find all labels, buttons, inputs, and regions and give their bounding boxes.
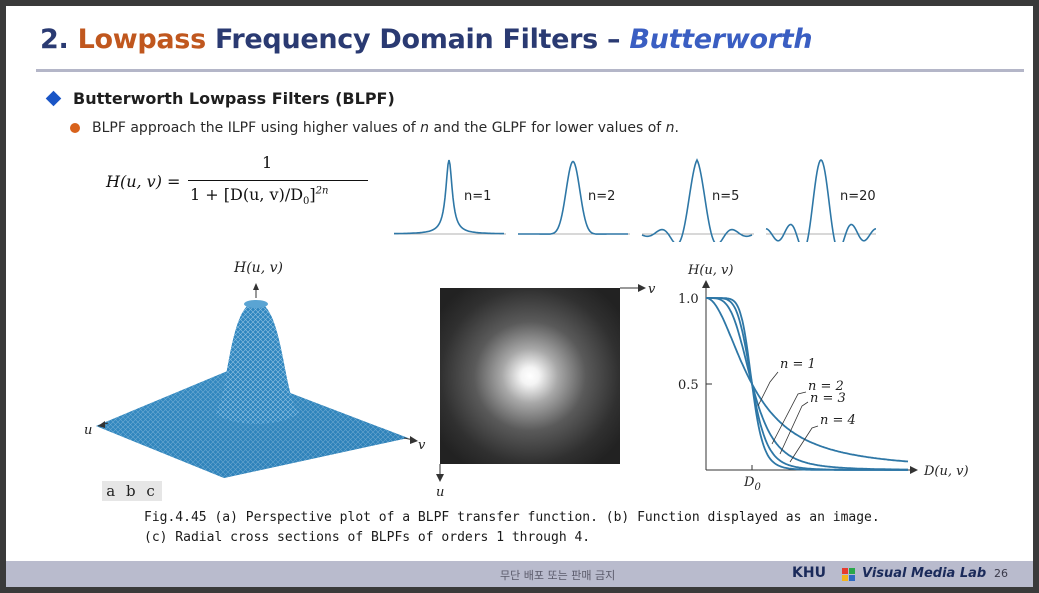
footer-bar: 무단 배포 또는 판매 금지 KHU Visual Media Lab 26 [6,561,1033,587]
curve-n=1 [705,297,909,463]
diamond-bullet-icon [45,90,62,107]
curve-label-n1: n = 1 [780,357,816,372]
formula-denominator: 1 + [D(u, v)/D0]2n [190,185,329,208]
profile-n5: n=5 [641,158,754,242]
slide-title: 2. Lowpass Frequency Domain Filters – Bu… [40,24,813,55]
bullet-2-text: BLPF approach the ILPF using higher valu… [92,120,679,136]
bullet-level-1: Butterworth Lowpass Filters (BLPF) [45,89,395,108]
bullet-1-text: Butterworth Lowpass Filters (BLPF) [73,89,395,108]
profile-plots: n=1 n=2 n=5 n=20 [394,158,876,242]
page-number: 26 [994,567,1008,580]
caption-line-2: (c) Radial cross sections of BLPFs of or… [144,530,591,545]
filter-image [440,288,620,464]
curve-label-n4: n = 4 [820,413,856,428]
profile-n2: n=2 [518,160,630,235]
axis-v-label: v [418,438,426,453]
title-highlight: Lowpass [77,24,207,55]
copyright-notice: 무단 배포 또는 판매 금지 [500,569,616,582]
khu-logo: KHU [792,565,826,581]
formula-lhs: H(u, v) = [106,172,181,191]
title-main: Frequency Domain Filters – [214,24,621,55]
title-italic: Butterworth [629,24,813,55]
figure-b-image: v u [436,282,656,498]
lab-name: Visual Media Lab [862,566,987,581]
profile-label: n=2 [588,189,615,204]
curve-label-n3: n = 3 [810,391,846,406]
blpf-formula: H(u, v) = 1 1 + [D(u, v)/D0]2n [106,153,368,215]
title-divider [36,69,1024,72]
curve-n=2 [706,297,908,471]
curve-label-n2: n = 2 [808,379,844,394]
x-tick-d0: D0 [743,475,761,493]
x-axis-label: D(u, v) [923,464,969,479]
profile-label: n=5 [712,189,739,204]
curve-n=4 [706,297,908,471]
axis-h-label: H(u, v) [233,260,283,276]
figure-letters: a b c [102,481,162,501]
bullet-level-2: BLPF approach the ILPF using higher valu… [70,120,679,136]
axis-u-label: u [84,423,92,438]
visual-media-lab-logo-icon [842,568,855,581]
fraction-bar [188,180,368,181]
slide: 2. Lowpass Frequency Domain Filters – Bu… [6,6,1033,587]
dot-bullet-icon [70,123,80,133]
axis-h-label: H(u, v) [687,263,733,278]
profile-label: n=20 [840,189,876,204]
formula-numerator: 1 [262,153,273,172]
y-tick-1: 1.0 [678,292,699,307]
profile-n20: n=20 [765,158,876,242]
y-tick-05: 0.5 [678,378,699,393]
figure-caption: Fig.4.45 (a) Perspective plot of a BLPF … [144,508,880,548]
profile-n1: n=1 [394,159,506,235]
figure-c-cross-sections: H(u, v) 1.0 0.5 D0 D(u, v) n = 1 n = 2 n… [678,263,969,493]
axis-v-label: v [648,282,656,297]
profile-label: n=1 [464,189,491,204]
figure-a-perspective-plot: H(u, v) u v [84,260,426,478]
caption-line-1: Fig.4.45 (a) Perspective plot of a BLPF … [144,510,880,525]
curve-labels: n = 1 n = 2 n = 3 n = 4 [757,357,856,463]
axis-u-label: u [436,485,444,498]
title-number: 2. [40,24,69,55]
